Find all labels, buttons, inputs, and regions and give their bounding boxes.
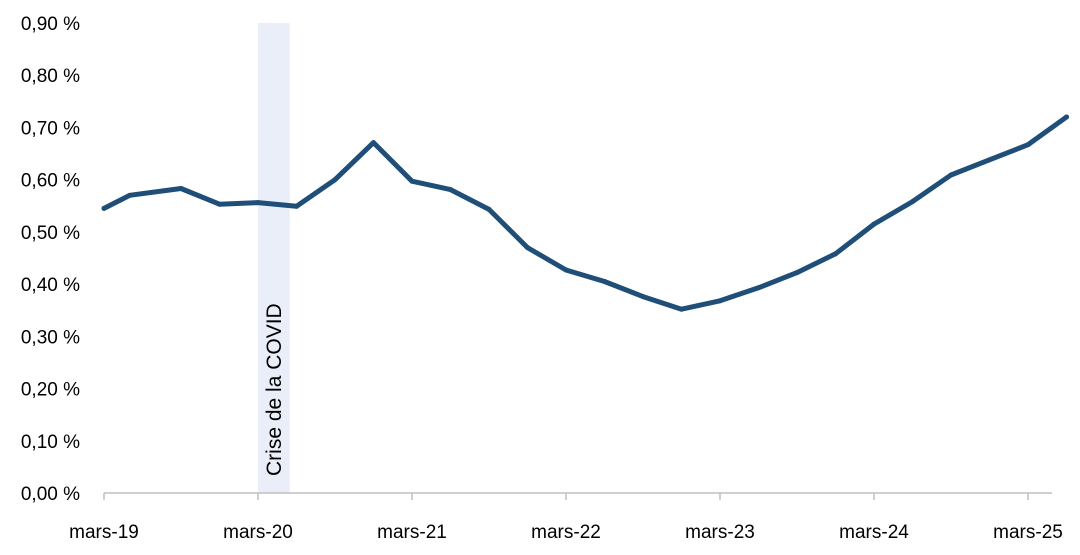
labels-group: Crise de la COVID mars-19 mars-20 mars-21 ma… [21, 14, 1063, 543]
data-point [371, 140, 376, 146]
data-point [910, 199, 915, 205]
y-tick-label: 0,90 % [21, 14, 80, 35]
data-point [871, 221, 877, 227]
data-point [833, 251, 838, 257]
data-point [332, 177, 338, 183]
data-point [294, 203, 299, 209]
y-tick-label: 0,70 % [21, 118, 80, 139]
covid-band [258, 23, 290, 493]
covid-band-group [258, 23, 290, 493]
data-point [1064, 114, 1069, 120]
series-line [101, 114, 1069, 312]
data-point [409, 178, 415, 184]
data-point [717, 298, 723, 304]
data-point [486, 206, 492, 212]
data-point [794, 270, 800, 276]
data-point [948, 172, 954, 178]
x-tick-label: mars-19 [69, 522, 139, 543]
y-tick-label: 0,50 % [21, 223, 80, 244]
x-tick-label: mars-23 [685, 522, 755, 543]
y-tick-label: 0,60 % [21, 171, 80, 192]
x-tick-label: mars-25 [993, 522, 1063, 543]
y-tick-label: 0,80 % [21, 66, 80, 87]
y-tick-label: 0,10 % [21, 432, 80, 453]
data-point [640, 294, 646, 300]
y-tick-label: 0,00 % [21, 484, 80, 505]
data-point [563, 267, 569, 273]
data-point [756, 285, 761, 291]
data-point [101, 205, 107, 211]
axes-group [103, 492, 1052, 500]
data-point [448, 187, 453, 193]
data-point [602, 279, 607, 284]
data-point [679, 306, 684, 312]
data-point [217, 201, 222, 207]
data-point [255, 200, 261, 206]
x-tick-label: mars-22 [531, 522, 601, 543]
series-group [101, 114, 1069, 312]
x-tick-label: mars-20 [223, 522, 293, 543]
y-tick-label: 0,30 % [21, 327, 80, 348]
covid-band-label: Crise de la COVID [263, 303, 286, 476]
x-tick-label: mars-24 [839, 522, 909, 543]
x-tick-label: mars-21 [377, 522, 447, 543]
y-tick-label: 0,40 % [21, 275, 80, 296]
data-point [178, 186, 184, 192]
data-point [525, 245, 530, 251]
data-point [127, 192, 133, 198]
data-point [1025, 142, 1031, 148]
y-tick-label: 0,20 % [21, 380, 80, 401]
data-point [987, 157, 992, 163]
